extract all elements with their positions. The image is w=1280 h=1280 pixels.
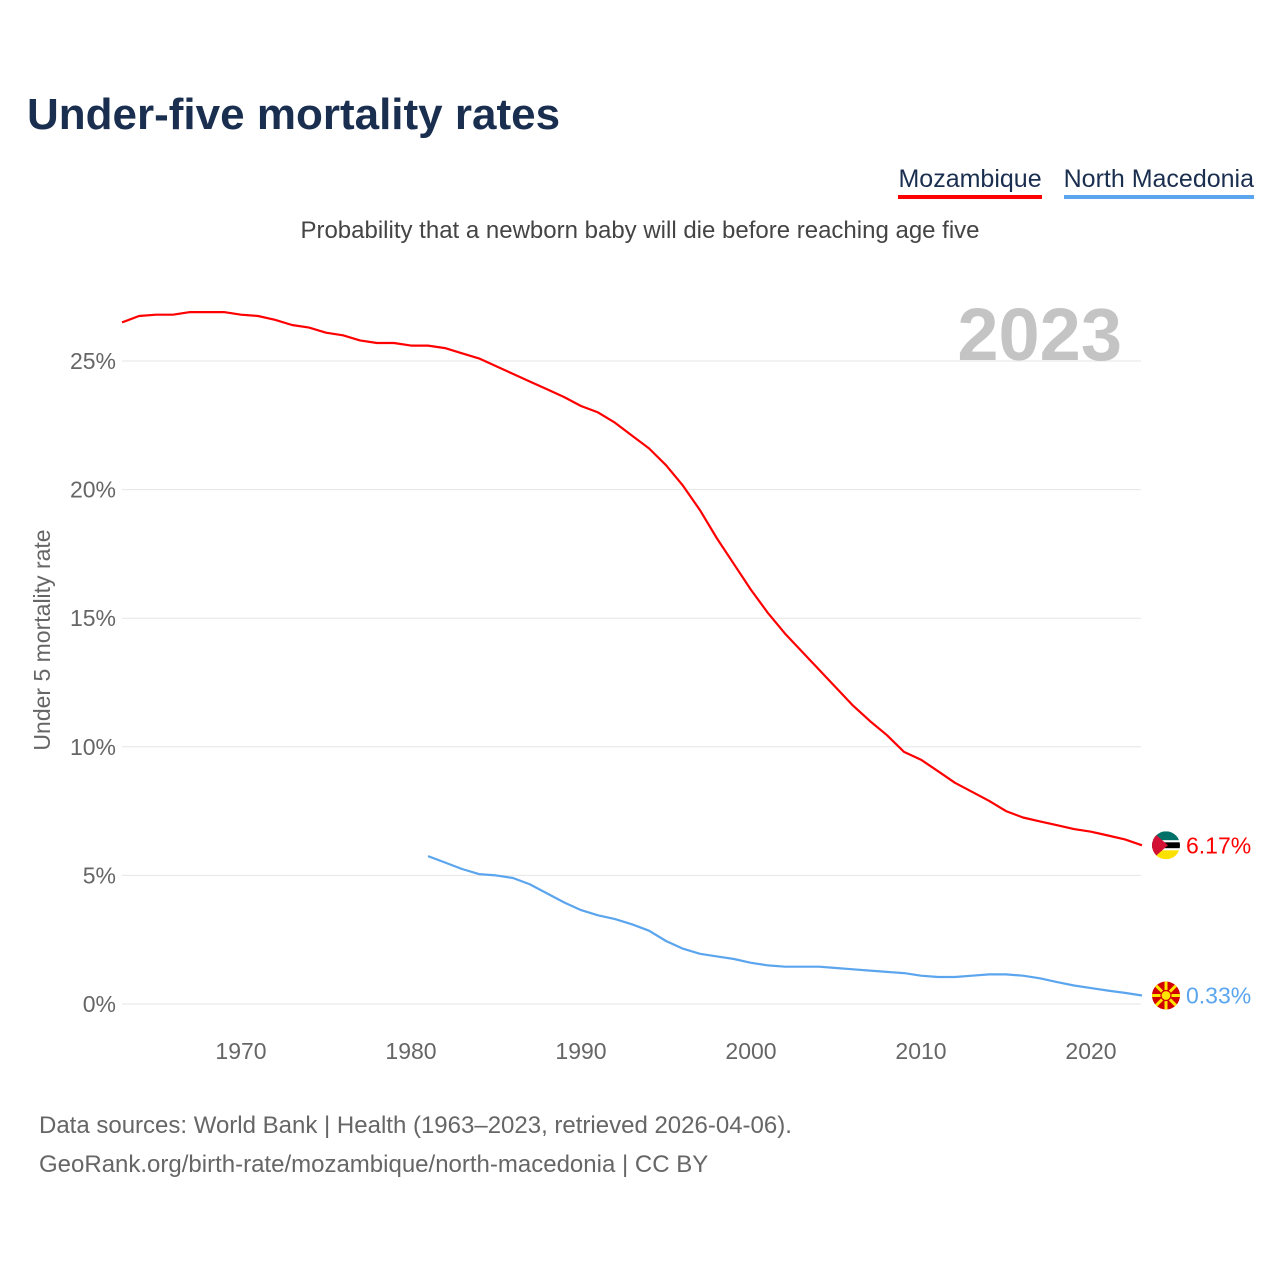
end-value-label: 6.17%	[1186, 832, 1251, 858]
source-link[interactable]: GeoRank.org/birth-rate/mozambique/north-…	[39, 1151, 709, 1178]
mozambique-flag-icon	[1152, 831, 1180, 860]
y-tick-label: 25%	[70, 348, 116, 374]
x-tick-label: 2000	[725, 1038, 776, 1064]
data-source-text: Data sources: World Bank | Health (1963–…	[39, 1112, 792, 1139]
legend: Mozambique North Macedonia	[898, 165, 1254, 199]
x-tick-label: 1990	[555, 1038, 606, 1064]
north-macedonia-flag-icon	[1152, 981, 1180, 1010]
end-value-label: 0.33%	[1186, 983, 1251, 1009]
y-tick-label: 0%	[83, 991, 116, 1017]
y-tick-label: 15%	[70, 605, 116, 631]
footer: Data sources: World Bank | Health (1963–…	[39, 1106, 792, 1184]
legend-item-mozambique[interactable]: Mozambique	[898, 165, 1042, 199]
series-line-mozambique	[121, 311, 1143, 847]
y-axis-label: Under 5 mortality rate	[29, 529, 55, 750]
series-line-north-macedonia	[427, 855, 1143, 997]
legend-item-north-macedonia[interactable]: North Macedonia	[1063, 165, 1254, 199]
x-tick-label: 2010	[895, 1038, 946, 1064]
chart-subtitle: Probability that a newborn baby will die…	[300, 217, 980, 244]
y-tick-label: 20%	[70, 477, 116, 503]
x-tick-label: 1970	[215, 1038, 266, 1064]
y-tick-label: 10%	[70, 734, 116, 760]
y-tick-label: 5%	[83, 862, 116, 888]
x-tick-label: 1980	[385, 1038, 436, 1064]
x-tick-label: 2020	[1065, 1038, 1116, 1064]
chart-title: Under-five mortality rates	[27, 90, 561, 139]
year-badge: 2023	[957, 293, 1122, 376]
